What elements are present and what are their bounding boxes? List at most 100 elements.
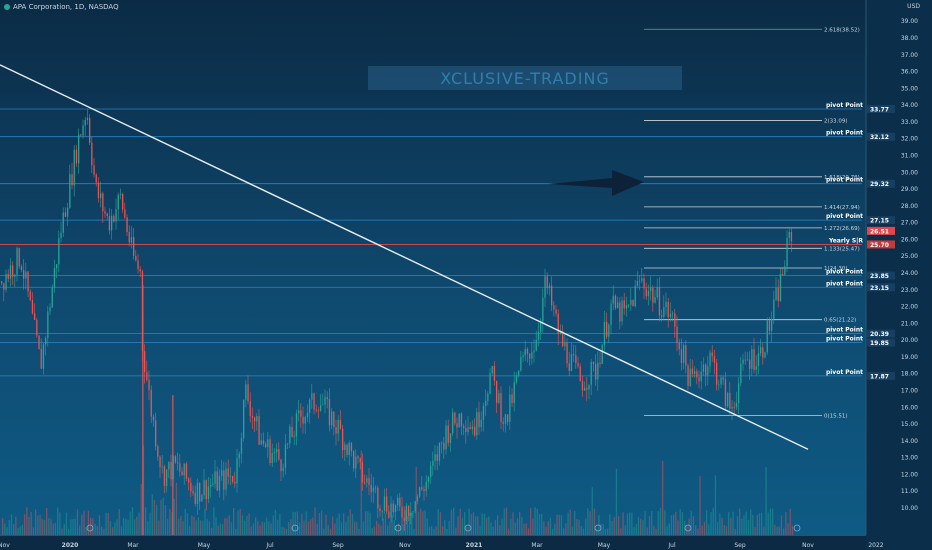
volume-bar — [178, 518, 180, 535]
volume-bar — [508, 528, 510, 535]
candle-body — [586, 387, 588, 390]
volume-bar — [387, 525, 389, 535]
volume-bar — [567, 512, 569, 535]
pivot-price-tag: 20.39 — [870, 331, 889, 338]
volume-bar — [461, 517, 464, 535]
candle-body — [441, 442, 443, 444]
candle-body — [216, 471, 218, 491]
event-marker-icon — [684, 524, 692, 532]
candle-body — [342, 428, 344, 451]
event-marker-icon — [291, 524, 299, 532]
pivot-price-tag: 23.15 — [870, 285, 889, 292]
volume-bar — [334, 523, 336, 535]
y-tick-label: 25.00 — [901, 253, 918, 260]
volume-bar — [620, 528, 622, 535]
volume-bar — [503, 508, 505, 535]
candle-body — [174, 456, 177, 463]
x-tick-label: 2021 — [466, 542, 483, 549]
volume-bar — [439, 512, 442, 535]
candle-body — [163, 466, 166, 487]
volume-bar — [87, 510, 90, 535]
volume-bar — [483, 513, 486, 535]
volume-bar — [59, 512, 61, 535]
volume-bar — [116, 519, 118, 535]
candle-body — [788, 231, 790, 238]
volume-bar — [329, 528, 332, 535]
candle-body — [36, 319, 38, 336]
volume-bar — [593, 508, 596, 535]
pivot-point-label: pivot Point — [826, 269, 863, 276]
candle-body — [183, 463, 185, 476]
target-arrow-icon — [548, 170, 644, 196]
candle-body — [757, 353, 760, 367]
x-tick-label: Nov — [399, 542, 411, 549]
volume-bar — [50, 519, 52, 535]
candle-body — [628, 304, 630, 306]
x-tick-label: Sep — [332, 542, 344, 549]
candle-body — [584, 387, 586, 391]
candle-body — [599, 362, 601, 364]
y-tick-label: 19.00 — [901, 354, 918, 361]
descending-trendline — [0, 64, 809, 450]
candle-body — [746, 359, 749, 361]
volume-bar — [24, 514, 26, 535]
pivot-point-label: pivot Point — [826, 336, 863, 343]
volume-bar — [739, 508, 741, 535]
y-tick-label: 22.00 — [901, 304, 918, 311]
candle-body — [16, 248, 18, 275]
candle-body — [258, 416, 260, 445]
volume-bar — [455, 527, 457, 535]
candle-body — [344, 444, 346, 451]
volume-bar — [776, 526, 778, 535]
volume-bar — [310, 519, 312, 535]
candle-body — [520, 357, 522, 371]
candle-body — [729, 392, 731, 409]
candle-body — [364, 482, 366, 484]
candle-body — [722, 377, 724, 380]
x-tick-label: Nov — [0, 542, 10, 549]
volume-bar — [365, 511, 367, 535]
pivot-point-label: pivot Point — [826, 130, 863, 137]
volume-bar — [486, 517, 488, 535]
candle-body — [225, 468, 227, 490]
candle-body — [641, 278, 643, 281]
volume-bar — [138, 512, 140, 535]
y-tick-label: 27.00 — [901, 220, 918, 227]
candle-body — [84, 119, 86, 126]
volume-bar — [96, 525, 98, 535]
candle-body — [45, 337, 47, 345]
candle-body — [612, 295, 614, 304]
candle-body — [687, 365, 689, 387]
candle-body — [753, 349, 755, 370]
price-tag-bg — [867, 216, 895, 225]
candle-body — [273, 452, 276, 454]
y-tick-label: 29.00 — [901, 186, 918, 193]
symbol-title: APA Corporation, 1D, NASDAQ — [13, 3, 119, 11]
volume-bar — [481, 513, 483, 535]
candle-body — [647, 290, 650, 297]
candle-body — [771, 319, 773, 331]
candle-body — [47, 311, 49, 338]
volume-bar — [736, 516, 739, 535]
volume-bar — [4, 523, 6, 535]
candle-body — [656, 287, 658, 298]
volume-bar — [28, 516, 30, 535]
volume-bar — [400, 526, 402, 535]
candle-body — [152, 416, 155, 421]
volume-spike — [142, 285, 144, 535]
volume-bar — [646, 527, 648, 535]
volume-bar — [6, 527, 8, 535]
x-tick-label: May — [198, 542, 211, 549]
y-tick-label: 11.00 — [901, 488, 918, 495]
candle-body — [223, 470, 225, 490]
candle-body — [86, 117, 89, 120]
candle-body — [214, 471, 216, 484]
y-tick-label: 31.00 — [901, 153, 918, 160]
candle-body — [236, 458, 238, 484]
volume-bar — [230, 522, 233, 535]
volume-bar — [549, 517, 552, 535]
candle-body — [247, 384, 249, 402]
candle-body — [683, 345, 685, 363]
